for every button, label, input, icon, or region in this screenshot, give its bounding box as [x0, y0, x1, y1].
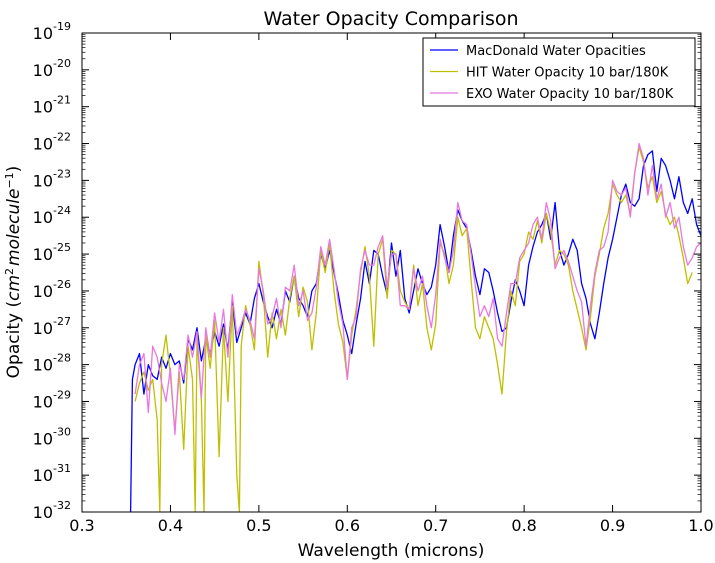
legend: MacDonald Water Opacities HIT Water Opaci…: [422, 37, 696, 107]
series-line-1: [134, 146, 693, 512]
x-tick-label: 1.0: [688, 516, 713, 535]
y-tick-label: 10-27: [33, 315, 71, 338]
axes: 0.3 0.4 0.5 0.6 0.7 0.8 0.9 1.0 10-32 10-31 10-30 1…: [33, 20, 714, 535]
x-tick-label: 0.3: [69, 516, 94, 535]
y-tick-label: 10-32: [33, 499, 71, 522]
y-axis-label: Opacity (cm2molecule−1): [3, 166, 24, 379]
x-tick-label: 0.7: [423, 516, 448, 535]
y-tick-label: 10-20: [33, 57, 71, 80]
x-tick-label: 0.4: [158, 516, 183, 535]
x-axis-label: Wavelength (microns): [298, 541, 485, 561]
y-tick-label: 10-29: [33, 388, 71, 411]
y-tick-label: 10-26: [33, 278, 71, 301]
chart-title: Water Opacity Comparison: [263, 8, 518, 30]
legend-label-0: MacDonald Water Opacities: [466, 44, 646, 59]
x-tick-label: 0.6: [335, 516, 360, 535]
x-tick-label: 0.5: [246, 516, 271, 535]
legend-label-1: HIT Water Opacity 10 bar/180K: [466, 66, 669, 81]
y-tick-label: 10-23: [33, 167, 71, 190]
y-tick-label: 10-28: [33, 352, 71, 375]
series-line-2: [134, 142, 701, 436]
y-tick-label: 10-31: [33, 462, 71, 485]
series-layer: [129, 142, 701, 512]
y-tick-label: 10-19: [33, 20, 71, 43]
y-tick-label: 10-21: [33, 94, 71, 117]
x-tick-label: 0.9: [600, 516, 625, 535]
y-tick-label: 10-25: [33, 241, 71, 264]
y-tick-label: 10-24: [33, 204, 71, 227]
y-tick-label: 10-30: [33, 425, 71, 448]
plot-frame: [81, 32, 702, 513]
series-line-0: [129, 150, 701, 512]
y-tick-label: 10-22: [33, 131, 71, 154]
legend-label-2: EXO Water Opacity 10 bar/180K: [466, 87, 674, 102]
x-tick-label: 0.8: [511, 516, 536, 535]
